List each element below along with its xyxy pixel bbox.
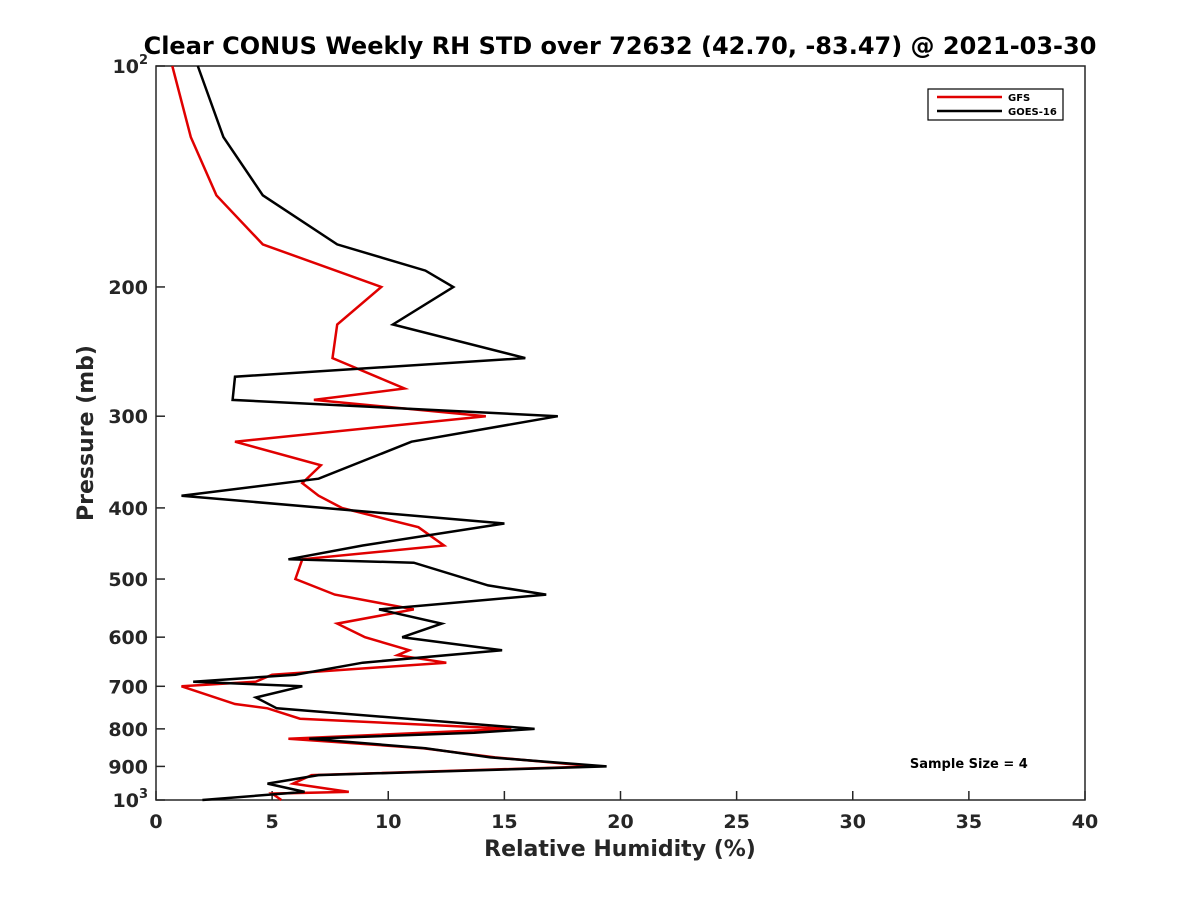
y-tick-label-400: 400 (108, 498, 148, 520)
y-tick-label-200: 200 (108, 277, 148, 299)
x-axis-ticks: 0 5 10 15 20 25 30 35 40 (149, 791, 1098, 833)
x-tick-label-5: 5 (266, 811, 279, 833)
y-axis-label: Pressure (mb) (74, 345, 99, 521)
x-tick-label-30: 30 (840, 811, 866, 833)
x-tick-label-20: 20 (607, 811, 633, 833)
x-tick-label-35: 35 (956, 811, 982, 833)
series-group (171, 65, 607, 802)
legend-label-gfs: GFS (1008, 93, 1030, 104)
x-tick-label-0: 0 (149, 811, 162, 833)
chart-title: Clear CONUS Weekly RH STD over 72632 (42… (144, 32, 1097, 60)
x-tick-label-10: 10 (375, 811, 401, 833)
series-line-goes-16 (181, 65, 607, 802)
series-line-gfs (171, 65, 596, 802)
y-axis-ticks: 102 200 300 400 500 600 700 800 900 103 (108, 53, 165, 812)
plot-area: 0 5 10 15 20 25 30 35 40 102 200 300 400 500 600 700 80… (108, 53, 1098, 833)
axes-box (155, 65, 1086, 801)
y-tick-label-600: 600 (108, 627, 148, 649)
legend: GFS GOES-16 (927, 88, 1064, 121)
y-tick-label-700: 700 (108, 676, 148, 698)
x-tick-label-25: 25 (723, 811, 749, 833)
y-tick-label-800: 800 (108, 719, 148, 741)
legend-box (927, 88, 1064, 121)
x-tick-label-15: 15 (491, 811, 517, 833)
y-tick-label-300: 300 (108, 406, 148, 428)
y-tick-label-100: 102 (113, 53, 149, 78)
sample-size-annotation: Sample Size = 4 (910, 757, 1028, 772)
y-tick-label-900: 900 (108, 756, 148, 778)
y-tick-label-1000: 103 (113, 787, 149, 812)
y-tick-label-500: 500 (108, 569, 148, 591)
legend-label-goes-16: GOES-16 (1008, 107, 1057, 118)
x-tick-label-40: 40 (1072, 811, 1098, 833)
x-axis-label: Relative Humidity (%) (484, 837, 756, 862)
